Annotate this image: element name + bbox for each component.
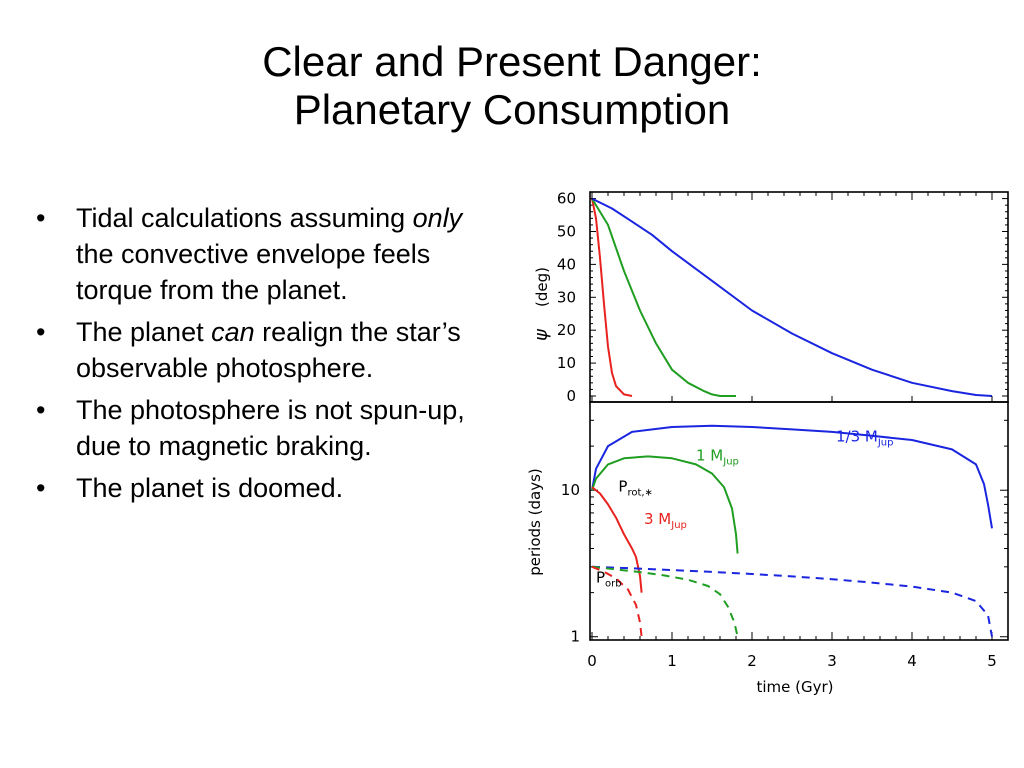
bottom-series-line-5 — [591, 565, 643, 637]
xtick-label: 4 — [907, 652, 917, 670]
bottom-series-line-1 — [591, 455, 739, 554]
xtick-label: 1 — [667, 652, 677, 670]
xtick-label: 3 — [827, 652, 837, 670]
bullet-text-em: can — [211, 317, 255, 347]
top-ytick-label: 60 — [557, 190, 576, 208]
top-ytick-label: 10 — [557, 354, 576, 372]
bullet-text-pre: Tidal calculations assuming — [76, 203, 413, 233]
bottom-ytick-label: 1 — [570, 628, 580, 646]
bullet-item: • Tidal calculations assuming only the c… — [30, 200, 500, 308]
series-label-2: 3 MJup — [644, 510, 687, 531]
bullet-list: • Tidal calculations assuming only the c… — [30, 200, 500, 512]
bottom-xlabel: time (Gyr) — [756, 678, 833, 696]
top-panel-frame — [589, 191, 1009, 403]
bottom-series — [591, 424, 993, 637]
title-line-2: Planetary Consumption — [293, 86, 731, 133]
annotation-0: Prot,∗ — [618, 478, 653, 499]
top-series — [591, 197, 993, 397]
top-ytick-label: 40 — [557, 255, 576, 273]
bottom-ytick-label: 10 — [561, 481, 580, 499]
series-label-1: 1 MJup — [696, 446, 739, 467]
series-label-0: 1/3 MJup — [836, 428, 894, 449]
top-series-line-2 — [591, 197, 993, 397]
title-line-1: Clear and Present Danger: — [262, 38, 762, 85]
top-ticks: 0 10 20 30 40 50 60 — [557, 190, 1008, 405]
xtick-label: 5 — [987, 652, 997, 670]
bullet-text-post: the convective envelope feels torque fro… — [76, 239, 431, 305]
bullet-dot: • — [36, 473, 46, 503]
top-series-line-1 — [591, 198, 736, 397]
bullet-text-post: realign the star’s observable photospher… — [76, 317, 461, 383]
bullet-item: • The planet is doomed. — [30, 470, 500, 506]
bullet-text-pre: The planet is doomed. — [76, 473, 344, 503]
bottom-series-line-3 — [591, 565, 993, 637]
bullet-item: • The planet can realign the star’s obse… — [30, 314, 500, 386]
top-ytick-label: 30 — [557, 288, 576, 306]
xtick-label: 2 — [747, 652, 757, 670]
bullet-text-pre: The planet — [76, 317, 212, 347]
top-panel: 0 10 20 30 40 50 60 ψ (deg) — [531, 190, 1009, 405]
bullet-text-pre: The photosphere is not spun-up, due to m… — [76, 395, 465, 461]
slide-title: Clear and Present Danger: Planetary Cons… — [0, 38, 1024, 134]
top-ytick-label: 20 — [557, 321, 576, 339]
xtick-label: 0 — [587, 652, 597, 670]
bullet-text-em: only — [412, 203, 463, 233]
top-ylabel-text: (deg) — [533, 267, 551, 307]
bottom-labels: 1/3 MJup 1 MJup 3 MJup Prot,∗ Porb — [596, 428, 894, 590]
bullet-dot: • — [36, 317, 46, 347]
bullet-dot: • — [36, 203, 46, 233]
top-ytick-label: 0 — [566, 387, 576, 405]
top-ytick-label: 50 — [557, 222, 576, 240]
bottom-panel-frame — [589, 401, 1009, 641]
bottom-series-line-4 — [591, 565, 739, 637]
top-series-line-0 — [591, 198, 633, 397]
top-ylabel-symbol: ψ — [531, 328, 552, 341]
annotation-1: Porb — [596, 568, 622, 589]
bullet-dot: • — [36, 395, 46, 425]
bottom-series-line-0 — [591, 424, 993, 529]
bottom-ylabel: periods (days) — [526, 468, 544, 575]
bullet-item: • The photosphere is not spun-up, due to… — [30, 392, 500, 464]
